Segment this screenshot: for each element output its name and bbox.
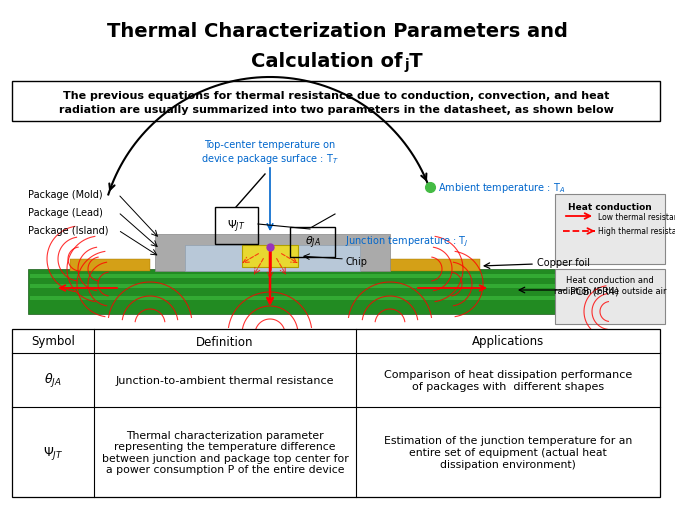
Text: device package surface : T$_T$: device package surface : T$_T$ bbox=[201, 152, 339, 166]
Text: Definition: Definition bbox=[196, 335, 254, 348]
Bar bbox=[215, 208, 258, 244]
Text: Calculation of T: Calculation of T bbox=[251, 52, 423, 71]
Bar bbox=[70, 260, 150, 272]
Bar bbox=[555, 194, 665, 265]
Bar bbox=[290, 228, 335, 258]
Bar bbox=[555, 270, 665, 324]
Text: radiation are usually summarized into two parameters in the datasheet, as shown : radiation are usually summarized into tw… bbox=[59, 105, 614, 115]
Bar bbox=[242, 245, 298, 268]
Text: Heat conduction and: Heat conduction and bbox=[566, 275, 654, 284]
Text: Low thermal resistance: Low thermal resistance bbox=[598, 212, 675, 221]
Text: Ambient temperature : T$_A$: Ambient temperature : T$_A$ bbox=[438, 181, 566, 194]
Bar bbox=[185, 245, 360, 272]
Bar bbox=[30, 274, 558, 278]
Text: The previous equations for thermal resistance due to conduction, convection, and: The previous equations for thermal resis… bbox=[63, 91, 609, 101]
Text: High thermal resistance: High thermal resistance bbox=[598, 227, 675, 236]
Text: Junction-to-ambient thermal resistance: Junction-to-ambient thermal resistance bbox=[115, 375, 334, 385]
Text: Package (Mold): Package (Mold) bbox=[28, 189, 103, 199]
Text: $\Psi_{JT}$: $\Psi_{JT}$ bbox=[227, 218, 246, 234]
Text: Junction temperature : T$_J$: Junction temperature : T$_J$ bbox=[345, 234, 468, 248]
Text: Thermal characterization parameter
representing the temperature difference
betwe: Thermal characterization parameter repre… bbox=[102, 430, 348, 475]
Text: PCB (FR4): PCB (FR4) bbox=[570, 285, 619, 295]
Text: Thermal Characterization Parameters and: Thermal Characterization Parameters and bbox=[107, 22, 568, 41]
Bar bbox=[12, 329, 660, 497]
Text: Estimation of the junction temperature for an
entire set of equipment (actual he: Estimation of the junction temperature f… bbox=[384, 435, 632, 469]
Text: Top-center temperature on: Top-center temperature on bbox=[205, 140, 335, 149]
Text: Symbol: Symbol bbox=[31, 335, 75, 348]
Text: $\theta_{JA}$: $\theta_{JA}$ bbox=[44, 371, 62, 389]
Text: Package (Island): Package (Island) bbox=[28, 226, 109, 235]
Bar bbox=[28, 270, 560, 315]
Bar bbox=[30, 284, 558, 288]
Bar bbox=[30, 296, 558, 300]
Bar bbox=[12, 82, 660, 122]
Text: $\theta_{JA}$: $\theta_{JA}$ bbox=[304, 234, 321, 250]
Bar bbox=[380, 260, 480, 272]
Text: Copper foil: Copper foil bbox=[537, 258, 590, 268]
Text: Applications: Applications bbox=[472, 335, 544, 348]
Text: Comparison of heat dissipation performance
of packages with  different shapes: Comparison of heat dissipation performan… bbox=[384, 370, 632, 391]
Text: Chip: Chip bbox=[345, 257, 367, 267]
Text: $\Psi_{JT}$: $\Psi_{JT}$ bbox=[43, 443, 63, 461]
Text: Package (Lead): Package (Lead) bbox=[28, 208, 103, 218]
Text: j: j bbox=[404, 58, 408, 72]
Text: radiation to the outside air: radiation to the outside air bbox=[554, 286, 666, 295]
Text: Heat conduction: Heat conduction bbox=[568, 203, 652, 212]
Bar bbox=[155, 234, 390, 272]
